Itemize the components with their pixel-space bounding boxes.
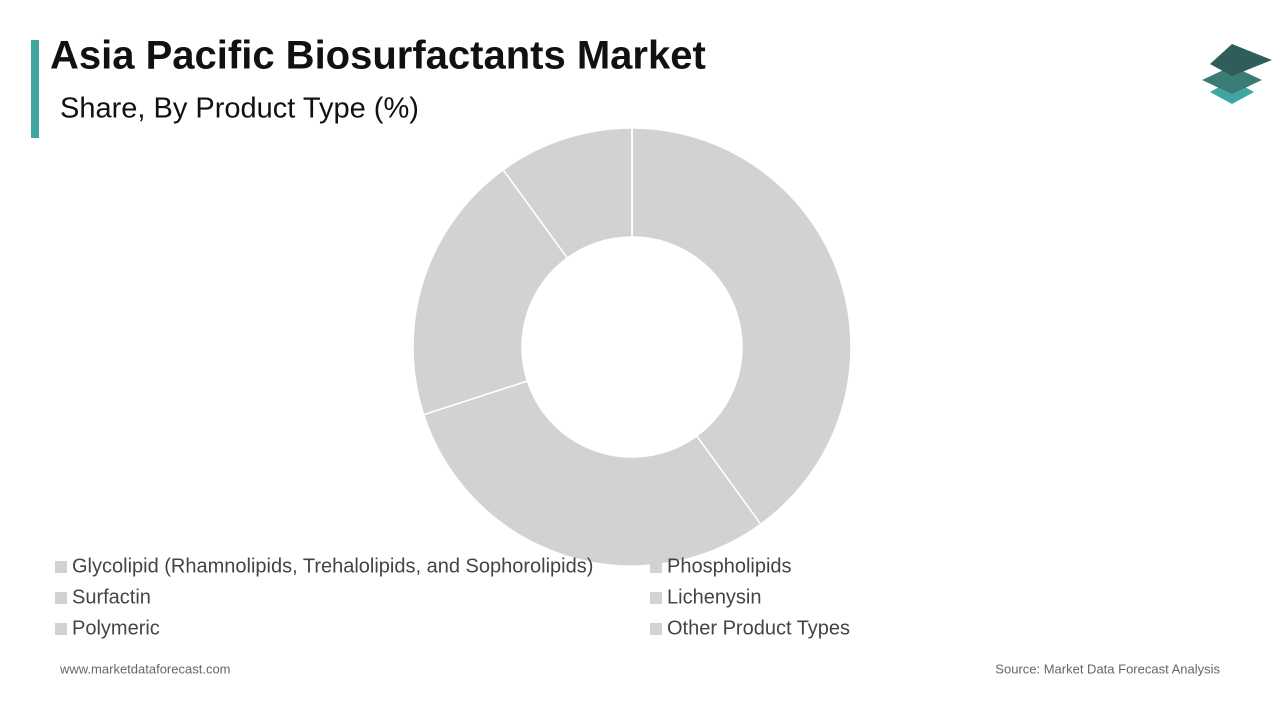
title-accent	[31, 40, 39, 138]
legend-label: Phospholipids	[667, 555, 792, 577]
legend-label: Lichenysin	[667, 586, 762, 608]
legend-marker	[650, 561, 662, 573]
chart-title: Asia Pacific Biosurfactants Market	[50, 34, 706, 78]
chart-subtitle: Share, By Product Type (%)	[60, 93, 419, 125]
donut-slice	[631, 127, 852, 526]
legend-label: Polymeric	[72, 617, 160, 639]
legend-label: Surfactin	[72, 586, 151, 608]
legend-marker	[55, 561, 67, 573]
footer-source: Source: Market Data Forecast Analysis	[995, 661, 1220, 676]
legend-marker	[650, 623, 662, 635]
donut-slice	[422, 380, 762, 567]
legend-marker	[650, 592, 662, 604]
logo	[1202, 44, 1272, 104]
donut-slice	[412, 168, 569, 416]
legend-marker	[55, 623, 67, 635]
legend-marker	[55, 592, 67, 604]
footer-website: www.marketdataforecast.com	[59, 661, 231, 676]
legend-label: Other Product Types	[667, 617, 850, 639]
legend-label: Glycolipid (Rhamnolipids, Trehalolipids,…	[72, 555, 593, 577]
